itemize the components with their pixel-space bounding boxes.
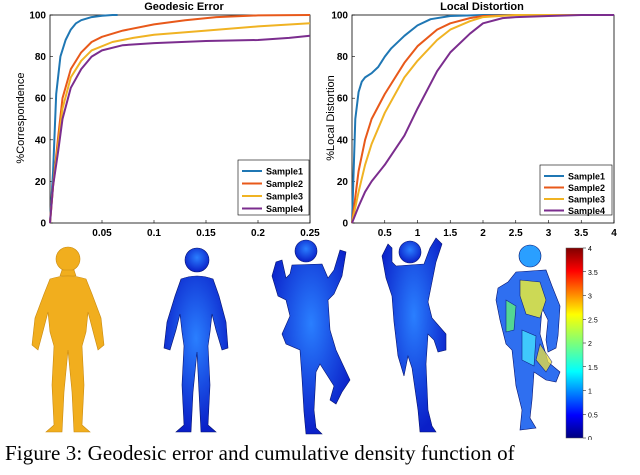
series-lines — [49, 14, 311, 224]
y-tick-label: 20 — [35, 177, 47, 188]
legend-label: Sample1 — [568, 172, 605, 182]
colorbar-tick-label: 2.5 — [588, 317, 598, 324]
local-distortion-chart: Local Distortion %Local Distortion 02040… — [325, 1, 617, 239]
y-tick-label: 60 — [35, 94, 47, 105]
series-lines — [351, 14, 614, 224]
chart-title: Local Distortion — [440, 1, 524, 13]
colorbar-tick-label: 0 — [588, 436, 592, 440]
series-line-sample4 — [351, 14, 614, 224]
legend-label: Sample4 — [266, 204, 303, 214]
x-tick-label: 3.5 — [574, 228, 588, 239]
x-tick-label: 0.25 — [300, 228, 320, 239]
y-tick-label: 60 — [337, 94, 349, 105]
y-tick-label: 40 — [337, 135, 349, 146]
y-tick-label: 100 — [331, 11, 348, 22]
x-tick-label: 0.05 — [92, 228, 112, 239]
legend-label: Sample1 — [266, 167, 303, 177]
legend-label: Sample2 — [568, 183, 605, 193]
y-axis-label: %Correspondence — [15, 72, 27, 163]
figure-sample-mesh — [31, 246, 105, 433]
y-tick-label: 40 — [35, 135, 47, 146]
y-tick-label: 0 — [40, 219, 46, 230]
figure-error-map-2 — [271, 239, 351, 435]
colorbar-tick-label: 2 — [588, 341, 592, 348]
colorbar-tick-label: 3 — [588, 294, 592, 301]
x-tick-label: 1 — [415, 228, 421, 239]
y-tick-labels: 0 20 40 60 80 100 — [29, 11, 53, 230]
legend-label: Sample3 — [568, 195, 605, 205]
colorbar-tick-label: 1 — [588, 389, 592, 396]
y-tick-label: 20 — [337, 177, 349, 188]
x-tick-label: 3 — [546, 228, 552, 239]
figure-error-map-4 — [495, 244, 561, 431]
colorbar-tick-label: 4 — [588, 246, 592, 253]
figure-caption: Figure 3: Geodesic error and cumulative … — [5, 441, 515, 465]
chart-title: Geodesic Error — [144, 1, 224, 13]
y-tick-label: 0 — [342, 219, 348, 230]
colorbar-tick-label: 3.5 — [588, 270, 598, 277]
legend-label: Sample4 — [568, 206, 605, 216]
colorbar-tick-labels: 0 0.5 1 1.5 2 2.5 3 3.5 4 — [583, 246, 598, 440]
figure: Geodesic Error %Correspondence 020406080… — [15, 1, 617, 440]
colorbar-gradient — [565, 247, 584, 439]
figure-error-map-3 — [381, 237, 447, 433]
x-tick-label: 2 — [480, 228, 486, 239]
legend: Sample1 Sample2 Sample3 Sample4 — [237, 159, 310, 216]
series-line-sample1 — [49, 14, 118, 224]
legend-box — [539, 164, 613, 216]
geodesic-error-chart: Geodesic Error %Correspondence 0 20 40 60 80… — [15, 1, 320, 239]
series-line-sample2 — [49, 14, 311, 224]
y-tick-label: 100 — [29, 11, 46, 22]
x-tick-label: 0.1 — [147, 228, 161, 239]
x-tick-label: 0.5 — [378, 228, 392, 239]
y-tick-label: 80 — [35, 52, 47, 63]
figure-error-map-1 — [163, 247, 229, 433]
x-tick-labels: 0.05 0.1 0.15 0.2 0.25 — [92, 220, 320, 239]
series-line-sample3 — [351, 14, 614, 224]
colorbar: 0 0.5 1 1.5 2 2.5 3 3.5 4 — [565, 246, 598, 440]
x-tick-label: 4 — [611, 228, 617, 239]
legend-label: Sample3 — [266, 192, 303, 202]
x-tick-label: 0.2 — [251, 228, 265, 239]
y-tick-label: 80 — [337, 52, 349, 63]
x-tick-label: 1.5 — [443, 228, 457, 239]
x-tick-label: 2.5 — [509, 228, 523, 239]
x-tick-labels: 0.5 1 1.5 2 2.5 3 3.5 4 — [378, 220, 617, 239]
plot-frame — [49, 14, 311, 224]
legend-box — [237, 159, 310, 216]
colorbar-tick-label: 1.5 — [588, 365, 598, 372]
legend-label: Sample2 — [266, 179, 303, 189]
colorbar-tick-label: 0.5 — [588, 412, 598, 419]
series-line-sample4 — [49, 34, 311, 224]
x-tick-label: 0.15 — [196, 228, 216, 239]
y-axis-label: %Local Distortion — [325, 75, 337, 161]
